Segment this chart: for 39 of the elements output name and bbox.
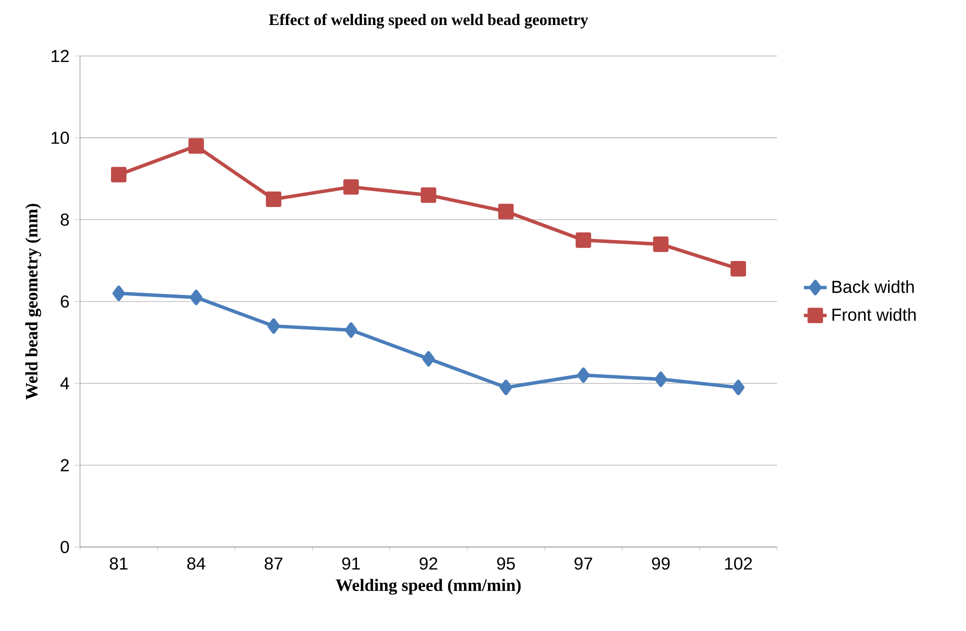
legend-label: Front width [832,308,916,321]
point [577,367,590,383]
y-tick-label: 12 [52,50,69,62]
y-tick-label: 2 [60,459,69,472]
x-tick-label: 95 [497,557,515,570]
point [190,290,202,306]
point [112,286,125,302]
y-tick-label: 6 [60,295,69,308]
point [188,138,204,154]
x-tick-label: 91 [342,557,360,570]
x-tick-label: 81 [110,557,128,570]
y-tick-label: 0 [60,540,69,554]
point [267,318,280,334]
point [500,380,512,396]
y-axis-title: Weld bead geometry (mm) [25,204,42,400]
point [420,187,436,203]
point [422,351,435,367]
point [344,322,358,338]
point [653,236,669,252]
point [730,261,746,276]
point [732,380,745,396]
chart-title: Effect of welding speed on weld bead geometry [269,14,588,29]
point [343,179,359,195]
x-tick-label: 99 [652,557,670,570]
point [110,166,126,182]
point [266,191,282,207]
x-tick-label: 92 [420,557,438,570]
y-tick-label: 8 [60,214,69,226]
point [498,204,514,220]
y-tick-label: 4 [60,377,70,390]
y-tick-label: 10 [52,132,69,144]
x-tick-label: 87 [264,557,282,570]
point [654,372,668,387]
x-tick-label: 102 [725,557,752,570]
legend-label: Back width [832,280,914,293]
x-axis-title: Welding speed (mm/min) [336,578,521,595]
point [576,232,592,248]
x-tick-label: 84 [187,557,206,570]
x-tick-label: 97 [574,557,592,570]
